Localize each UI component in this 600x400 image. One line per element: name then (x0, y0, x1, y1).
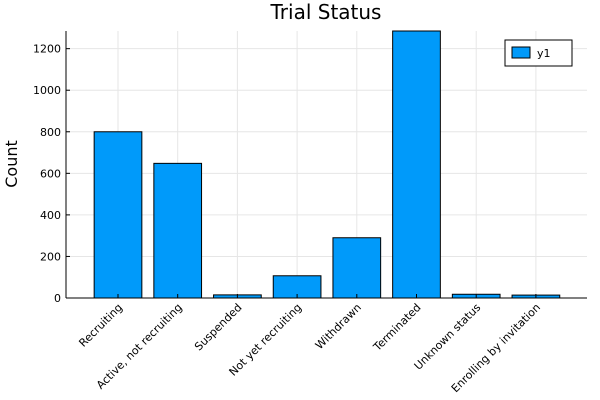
x-tick-label: Withdrawn (313, 301, 364, 352)
x-tick-label: Recruiting (76, 301, 125, 350)
bar-recruiting (93, 131, 143, 299)
bar-terminated (392, 30, 441, 299)
y-tick-label: 1200 (33, 43, 61, 56)
x-tick-label: Terminated (370, 301, 423, 354)
legend-swatch (511, 46, 531, 59)
y-tick-label: 800 (40, 126, 61, 139)
y-tick-label: 400 (40, 209, 61, 222)
legend-label: y1 (537, 47, 551, 60)
y-tick-label: 1000 (33, 84, 61, 97)
bar-active-not-recruiting (153, 162, 203, 299)
legend: y1 (504, 39, 573, 67)
bars (93, 30, 561, 299)
y-tick-label: 600 (40, 167, 61, 180)
y-tick-labels: 0 200 400 600 800 1000 1200 (33, 43, 61, 305)
y-axis-label: Count (2, 140, 21, 188)
chart-title: Trial Status (270, 0, 382, 24)
y-tick-label: 200 (40, 250, 61, 263)
x-tick-label: Suspended (192, 301, 244, 353)
axes (65, 31, 587, 299)
bar-withdrawn (332, 237, 382, 299)
gridlines (66, 31, 587, 299)
y-tick-label: 0 (54, 292, 61, 305)
